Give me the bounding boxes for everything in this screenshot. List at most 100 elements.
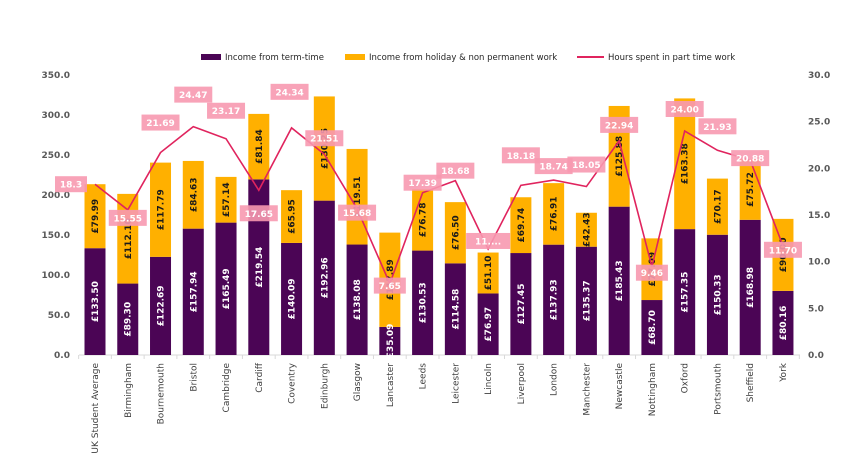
bar-term-time (281, 242, 303, 355)
bar-label-holiday: £163.38 (681, 143, 691, 184)
hours-label-box (239, 205, 278, 222)
y-right-tick-label: 0.0 (808, 351, 824, 361)
category-label: UK Student Average (91, 363, 101, 454)
bar-label-term-time: £127.45 (517, 284, 527, 325)
hours-label-box (174, 86, 213, 103)
hours-label-box (567, 156, 606, 173)
hours-label-box (501, 147, 540, 164)
y-right-tick-label: 10.0 (808, 258, 830, 268)
bar-holiday (444, 202, 466, 264)
bar-term-time (674, 229, 696, 355)
bar-holiday (150, 162, 172, 257)
bar-label-term-time: £76.97 (484, 307, 494, 342)
x-axis-ticks (78, 355, 800, 359)
category-label: Portsmouth (713, 363, 723, 415)
hours-label: 21.69 (146, 119, 174, 129)
hours-label: 18.3 (60, 181, 82, 191)
bar-label-holiday: £79.99 (91, 199, 101, 234)
hours-label-box (731, 150, 770, 167)
category-label: Cambridge (222, 363, 232, 413)
category-label: Sheffield (746, 363, 756, 402)
category-label: Birmingham (124, 363, 134, 418)
bar-label-holiday: £70.17 (713, 189, 723, 224)
bar-holiday (706, 178, 728, 235)
hours-label-box (141, 114, 180, 131)
hours-label: 11.70 (769, 246, 797, 256)
hours-label-box (600, 116, 639, 133)
bar-label-holiday: £76.78 (419, 202, 429, 237)
bar-term-time (248, 179, 270, 355)
bar-label-term-time: £192.96 (320, 257, 330, 298)
hours-label: 7.65 (379, 282, 401, 292)
hours-label: 21.93 (703, 123, 731, 133)
hours-label: 17.39 (408, 179, 436, 189)
hours-label-box (108, 209, 147, 226)
hours-labels: 18.3 15.55 21.69 24.47 23.17 17.65 24.34 21.51 1… (55, 83, 802, 294)
bar-label-holiday: £65.95 (288, 199, 298, 234)
bar-term-time (117, 283, 139, 355)
bar-term-time (150, 256, 172, 355)
bar-label-term-time: £114.58 (451, 289, 461, 330)
bar-term-time (412, 250, 434, 355)
bar-holiday (412, 189, 434, 251)
category-label: Bournemouth (157, 363, 167, 424)
bar-holiday (477, 252, 499, 294)
category-label: Leicester (451, 363, 461, 404)
y-right-tick-label: 20.0 (808, 164, 830, 174)
y-axis-right: 0.0 5.0 10.0 15.0 20.0 25.0 30.0 (808, 71, 830, 361)
bar-holiday (674, 98, 696, 230)
bar-label-term-time: £185.43 (615, 260, 625, 301)
hours-label-box (534, 158, 573, 175)
hours-label: 21.51 (310, 135, 338, 145)
hours-label-box (270, 83, 309, 100)
bar-labels: £133.50 £79.99 £89.30 £112.10 £122.69 £117.79… (91, 128, 789, 358)
bar-label-term-time: £165.49 (222, 268, 232, 309)
bar-label-holiday: £51.10 (484, 256, 494, 291)
y-right-tick-label: 15.0 (808, 211, 830, 221)
hours-label: 18.74 (539, 163, 567, 173)
category-label: London (550, 363, 560, 396)
bar-label-term-time: £130.53 (419, 282, 429, 323)
legend: Income from term-time Income from holida… (201, 53, 735, 63)
hours-label-box (55, 176, 87, 193)
hours-label: 17.65 (245, 210, 273, 220)
bar-label-term-time: £137.93 (550, 279, 560, 320)
bar-holiday (313, 96, 335, 201)
bar-label-term-time: £157.35 (681, 272, 691, 313)
bar-label-term-time: £89.30 (124, 302, 134, 337)
bar-label-term-time: £219.54 (255, 247, 265, 288)
bar-term-time (444, 263, 466, 355)
bar-term-time (510, 253, 532, 355)
bar-term-time (379, 326, 401, 355)
hours-label: 20.88 (736, 155, 764, 165)
hours-label: 24.00 (670, 106, 698, 116)
bar-holiday (575, 212, 597, 247)
y-left-tick-label: 150.0 (42, 231, 70, 241)
bar-label-holiday: £112.10 (124, 218, 134, 259)
bar-term-time (543, 244, 565, 355)
category-label: Lancaster (386, 363, 396, 407)
bar-label-holiday: £75.72 (746, 172, 756, 207)
bar-term-time (215, 222, 237, 355)
category-label: York (779, 362, 789, 383)
category-label: Oxford (681, 363, 691, 393)
bar-label-holiday: £125.88 (615, 136, 625, 177)
hours-label: 24.47 (179, 91, 207, 101)
bar-label-holiday: £69.74 (517, 208, 527, 243)
bar-term-time (346, 244, 368, 355)
y-left-tick-label: 200.0 (42, 191, 70, 201)
bar-holiday (281, 190, 303, 243)
bar-label-term-time: £122.69 (157, 285, 167, 326)
category-label: Newcastle (615, 363, 625, 410)
legend-label-hours: Hours spent in part time work (608, 53, 735, 63)
bar-holiday (182, 160, 204, 229)
bar-label-holiday: £119.51 (353, 176, 363, 217)
category-label: Manchester (582, 363, 592, 416)
bar-label-holiday: £76.91 (550, 197, 560, 232)
category-label: Bristol (189, 363, 199, 392)
hours-label-box (466, 232, 511, 249)
category-label: Edinburgh (320, 363, 330, 409)
bar-label-term-time: £138.08 (353, 279, 363, 320)
hours-label: 15.55 (114, 214, 142, 224)
